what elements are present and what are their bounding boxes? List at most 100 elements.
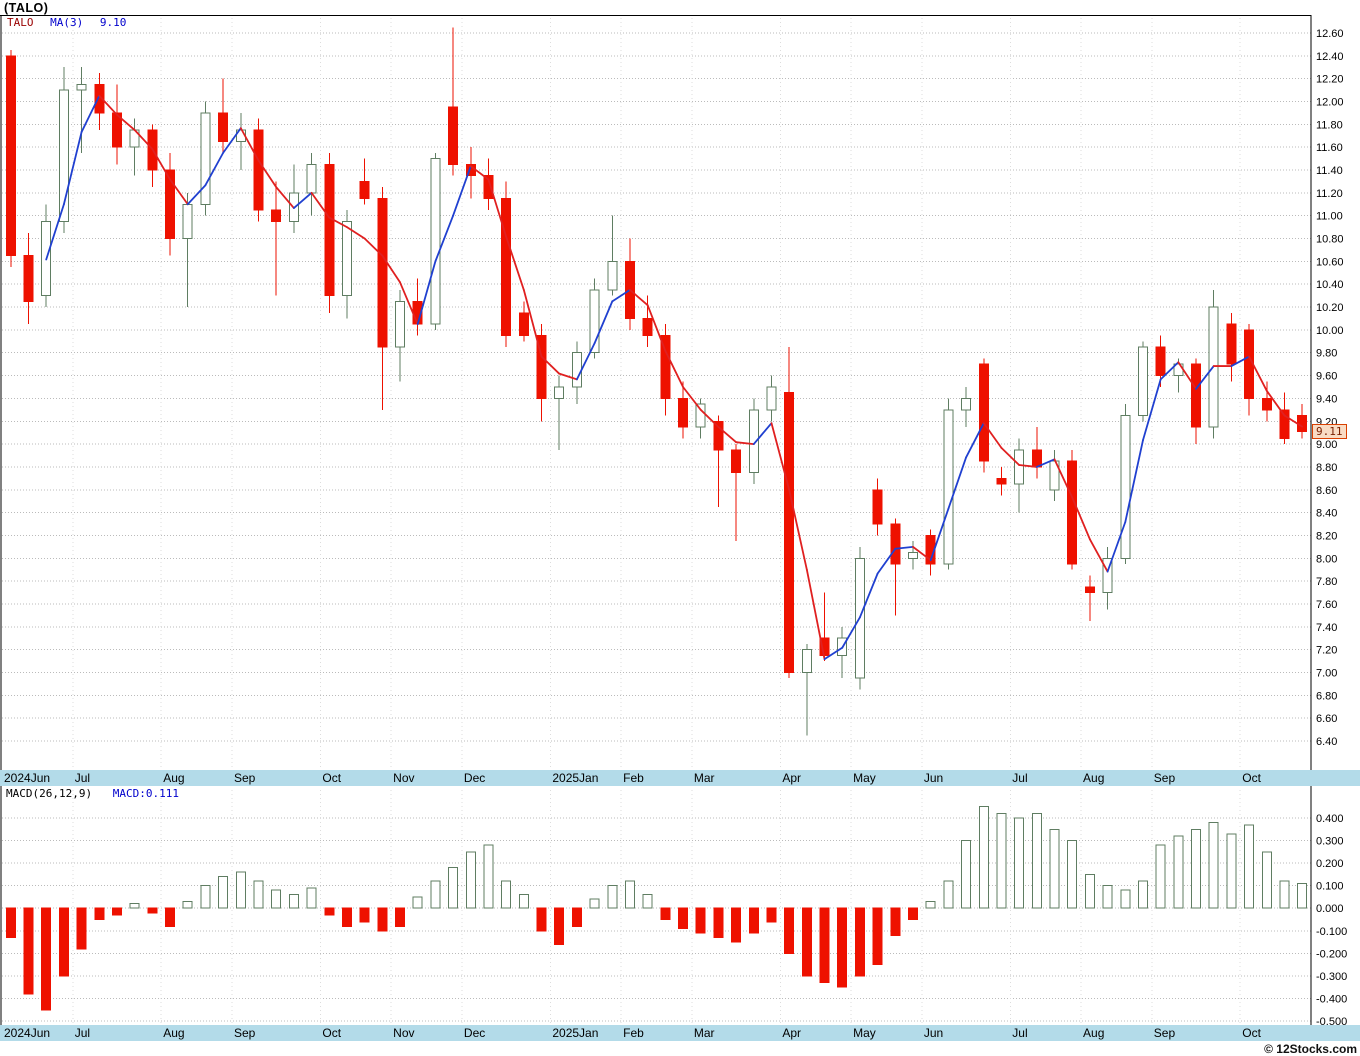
- svg-text:10.60: 10.60: [1316, 256, 1344, 268]
- svg-text:9.80: 9.80: [1316, 348, 1337, 360]
- macd-bar: [890, 907, 901, 936]
- macd-bar: [1067, 840, 1078, 909]
- month-label: Aug: [163, 1026, 184, 1040]
- macd-bar: [943, 880, 954, 909]
- month-label: Aug: [163, 771, 184, 785]
- svg-text:7.80: 7.80: [1316, 576, 1337, 588]
- month-label: Sep: [234, 1026, 256, 1040]
- month-label: Oct: [322, 771, 341, 785]
- candlestick: [731, 444, 742, 542]
- svg-text:10.20: 10.20: [1316, 302, 1344, 314]
- candlestick: [837, 626, 848, 679]
- macd-bar: [1244, 824, 1255, 909]
- month-label: Feb: [623, 771, 644, 785]
- svg-text:8.00: 8.00: [1316, 553, 1337, 565]
- candlestick: [1031, 426, 1042, 479]
- svg-text:-0.500: -0.500: [1316, 1016, 1347, 1028]
- candlestick: [1102, 546, 1113, 610]
- month-label: Apr: [782, 771, 801, 785]
- candlestick: [306, 152, 317, 216]
- candlestick: [377, 187, 388, 410]
- candlestick: [607, 215, 618, 296]
- candlestick: [1067, 449, 1078, 570]
- candlestick: [58, 67, 69, 233]
- month-label: Mar: [694, 1026, 715, 1040]
- macd-bar: [1084, 873, 1095, 909]
- macd-bar: [182, 900, 193, 909]
- svg-text:0.000: 0.000: [1316, 903, 1344, 915]
- month-label: Oct: [1242, 1026, 1261, 1040]
- macd-bar: [978, 806, 989, 909]
- svg-text:11.80: 11.80: [1316, 119, 1343, 131]
- candlestick: [253, 118, 264, 222]
- candlestick: [182, 192, 193, 308]
- last-price-tag: 9.11: [1312, 424, 1347, 439]
- candlestick: [978, 358, 989, 473]
- month-gridlines: [72, 18, 1241, 1024]
- macd-bar: [907, 907, 918, 921]
- month-labels-bottom: 2024Jun Jul Aug Sep Oct Nov Dec 2025Jan Feb Mar Ap…: [4, 1026, 1262, 1040]
- macd-bar: [678, 907, 689, 930]
- candlestick: [1084, 575, 1095, 622]
- svg-text:-0.200: -0.200: [1316, 948, 1347, 960]
- macd-bar: [165, 907, 176, 927]
- macd-bar: [288, 894, 299, 909]
- macd-bar: [253, 880, 264, 909]
- macd-bar: [748, 907, 759, 934]
- candlestick: [23, 232, 34, 325]
- month-label: Jul: [75, 1026, 90, 1040]
- candlestick: [448, 27, 459, 176]
- month-label: Nov: [393, 1026, 414, 1040]
- macd-bar: [377, 907, 388, 932]
- macd-bar: [554, 907, 565, 945]
- macd-bar: [200, 885, 211, 909]
- candlestick: [872, 478, 883, 536]
- candlestick: [94, 72, 105, 131]
- svg-text:12.20: 12.20: [1316, 74, 1344, 86]
- month-label: Sep: [1154, 1026, 1176, 1040]
- month-label: 2025Jan: [552, 1026, 598, 1040]
- macd-bar: [837, 907, 848, 988]
- svg-text:10.00: 10.00: [1316, 325, 1344, 337]
- macd-bar: [1049, 828, 1060, 909]
- candlestick: [412, 278, 423, 336]
- candlestick: [1226, 312, 1237, 382]
- legend-ma-label: MA(3): [50, 16, 84, 29]
- macd-bar: [395, 907, 406, 927]
- macd-params-label: MACD(26,12,9): [6, 787, 93, 800]
- candlestick: [501, 181, 512, 348]
- macd-bar: [607, 885, 618, 909]
- candlestick: [271, 181, 282, 296]
- legend-symbol: TALO: [7, 16, 34, 29]
- month-label: Mar: [694, 771, 715, 785]
- candlestick: [111, 84, 122, 165]
- candlestick: [766, 375, 777, 422]
- month-label: 2024Jun: [4, 771, 50, 785]
- macd-bar: [111, 907, 122, 916]
- macd-bar: [271, 889, 282, 909]
- macd-bar: [731, 907, 742, 943]
- month-label: Feb: [623, 1026, 644, 1040]
- svg-text:12.60: 12.60: [1316, 28, 1344, 40]
- candlestick: [1137, 341, 1148, 422]
- macd-bar: [1261, 851, 1272, 909]
- candlestick: [1208, 289, 1219, 439]
- candlestick: [961, 386, 972, 427]
- svg-text:12.40: 12.40: [1316, 51, 1344, 63]
- macd-bar: [589, 898, 600, 909]
- macd-bar: [1014, 817, 1025, 909]
- macd-bar: [996, 812, 1007, 909]
- month-label: Jul: [75, 771, 90, 785]
- svg-text:8.80: 8.80: [1316, 462, 1337, 474]
- candlestick: [748, 398, 759, 485]
- candlestick: [678, 381, 689, 439]
- macd-bar: [1102, 885, 1113, 909]
- svg-text:12.00: 12.00: [1316, 96, 1344, 108]
- macd-bar: [306, 887, 317, 909]
- candlestick: [1191, 358, 1202, 445]
- macd-bar: [624, 880, 635, 909]
- month-label: Oct: [1242, 771, 1261, 785]
- legend-ma-value: 9.10: [99, 16, 127, 29]
- macd-bar: [925, 900, 936, 909]
